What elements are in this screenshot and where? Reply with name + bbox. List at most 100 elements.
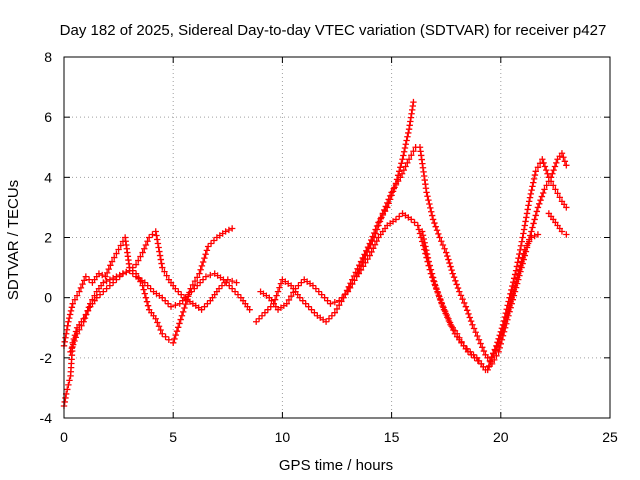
data-point	[252, 318, 260, 325]
data-point	[147, 285, 154, 292]
data-point	[392, 216, 400, 223]
data-point	[425, 196, 432, 204]
data-point	[65, 381, 72, 389]
data-point	[402, 163, 409, 170]
data-point	[405, 129, 412, 137]
data-point	[312, 285, 320, 292]
data-point	[364, 255, 371, 263]
data-point	[422, 243, 429, 250]
data-point	[292, 285, 299, 292]
data-point	[66, 377, 73, 384]
data-point	[525, 202, 532, 209]
data-point	[419, 232, 427, 239]
data-point	[199, 276, 207, 283]
data-point	[508, 286, 515, 294]
data-point	[154, 319, 161, 326]
series-track-i	[545, 210, 570, 238]
data-point	[116, 271, 123, 279]
data-point	[308, 306, 315, 313]
data-point	[357, 266, 365, 274]
data-point	[456, 288, 463, 295]
data-point	[66, 314, 73, 322]
data-point	[302, 300, 309, 307]
y-axis-label: SDTVAR / TECUs	[5, 180, 22, 300]
data-point	[408, 152, 415, 159]
data-point	[512, 284, 520, 291]
x-tick-label: 0	[60, 429, 68, 445]
series-track-c	[67, 267, 253, 356]
data-point	[423, 247, 430, 254]
data-point	[85, 304, 93, 311]
data-point	[201, 254, 208, 262]
data-point	[528, 186, 535, 194]
data-point	[509, 282, 516, 290]
data-point	[99, 271, 106, 279]
y-tick-label: 6	[44, 109, 52, 125]
data-point	[311, 309, 318, 316]
data-point	[381, 206, 388, 214]
data-point	[135, 257, 142, 264]
data-point	[129, 270, 136, 277]
data-point	[182, 294, 189, 301]
data-point	[172, 331, 179, 339]
data-point	[390, 185, 397, 192]
data-point	[73, 292, 81, 299]
data-point	[489, 350, 497, 357]
data-point	[441, 308, 449, 315]
data-point	[296, 294, 304, 301]
data-point	[202, 251, 209, 258]
data-point	[141, 279, 149, 286]
data-point	[141, 290, 149, 297]
data-point	[67, 348, 74, 356]
data-point	[143, 298, 151, 305]
data-point	[198, 306, 205, 313]
plot-frame	[63, 56, 611, 419]
data-point	[402, 141, 409, 148]
data-point	[318, 291, 325, 298]
data-point	[372, 230, 379, 237]
data-point	[144, 238, 151, 245]
data-point	[63, 326, 71, 333]
data-point	[527, 190, 535, 198]
data-point	[496, 344, 503, 352]
data-point	[103, 269, 111, 277]
x-tick-label: 10	[275, 429, 291, 445]
data-point	[437, 296, 444, 304]
data-point	[436, 234, 443, 241]
data-point	[445, 315, 452, 322]
data-point	[480, 347, 488, 355]
data-point	[84, 307, 91, 315]
data-point	[333, 305, 341, 313]
data-point	[261, 309, 269, 316]
data-point	[408, 216, 415, 223]
data-point	[516, 272, 523, 279]
data-point	[309, 282, 317, 289]
data-point	[426, 200, 433, 208]
data-point	[103, 277, 110, 285]
data-point	[405, 156, 413, 163]
data-points	[60, 98, 570, 410]
data-point	[504, 316, 511, 323]
data-point	[373, 237, 380, 245]
data-point	[534, 231, 542, 238]
data-point	[428, 212, 436, 219]
data-point	[410, 148, 417, 155]
data-point	[215, 285, 223, 292]
data-point	[164, 300, 172, 307]
series-track-g	[416, 144, 570, 365]
data-point	[510, 292, 518, 299]
data-point	[152, 315, 159, 322]
data-point	[225, 226, 233, 234]
data-point	[157, 326, 164, 334]
data-point	[375, 222, 382, 229]
data-point	[497, 340, 504, 347]
data-point	[179, 297, 186, 304]
data-point	[563, 231, 570, 238]
data-point	[452, 277, 459, 285]
data-point	[159, 294, 166, 301]
data-point	[507, 290, 514, 297]
data-point	[109, 274, 117, 282]
data-point	[510, 278, 517, 286]
data-point	[472, 329, 479, 336]
data-point	[519, 260, 526, 267]
